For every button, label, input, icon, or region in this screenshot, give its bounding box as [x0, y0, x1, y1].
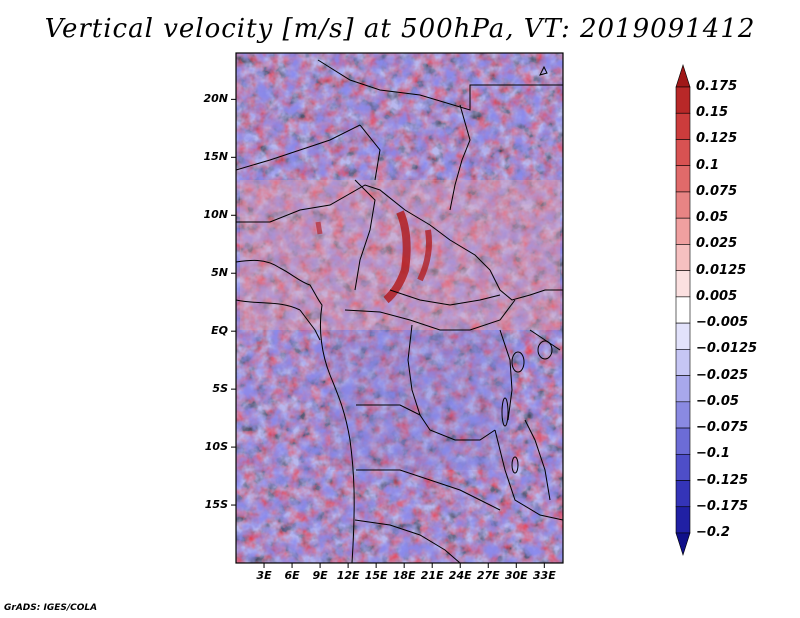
colorbar-label: −0.05 [696, 393, 739, 409]
longitude-label: 12E [336, 569, 360, 582]
colorbar-swatch [675, 86, 691, 114]
longitude-label: 33E [532, 569, 556, 582]
colorbar-label: −0.175 [696, 498, 749, 514]
plot-frame [235, 52, 564, 564]
latitude-label: 15N [203, 150, 228, 164]
colorbar-swatch [675, 270, 691, 298]
colorbar-swatch [675, 165, 691, 193]
longitude-label: 24E [448, 569, 472, 582]
colorbar-label: 0.0125 [696, 262, 747, 278]
longitude-label: 27E [476, 569, 500, 582]
latitude-label: 15S [204, 498, 228, 512]
latitude-label: 10N [203, 208, 228, 222]
longitude-label: 18E [392, 569, 416, 582]
colorbar-swatch [675, 349, 691, 376]
colorbar-swatch [675, 427, 691, 455]
colorbar-label: 0.15 [696, 105, 729, 121]
colorbar-label: −0.075 [696, 420, 749, 436]
colorbar-swatch [675, 322, 691, 350]
colorbar-label: 0.1 [696, 157, 720, 173]
latitude-label: EQ [211, 324, 228, 338]
colorbar-label: 0.075 [696, 183, 738, 199]
latitude-label: 5S [212, 382, 228, 396]
latitude-label: 5N [211, 266, 228, 280]
colorbar-label: −0.025 [696, 367, 749, 383]
axis-ticks [231, 98, 545, 568]
colorbar-label: 0.025 [696, 236, 738, 252]
lakes [501, 65, 553, 474]
colorbar-label: −0.2 [696, 525, 730, 540]
latitude-label: 10S [204, 440, 228, 454]
colorbar-swatch [675, 506, 691, 534]
colorbar-label: −0.125 [696, 472, 749, 488]
country-borders [236, 59, 563, 563]
colorbar-swatch [675, 64, 691, 88]
longitude-label: 6E [284, 569, 300, 582]
colorbar-swatch [675, 191, 691, 219]
longitude-label: 21E [420, 569, 444, 582]
longitude-label: 9E [312, 569, 328, 582]
colorbar-swatch [675, 375, 691, 403]
colorbar-swatch [675, 244, 691, 271]
colorbar-swatch [675, 453, 691, 481]
colorbar-label: −0.1 [696, 446, 730, 462]
colorbar-swatch [675, 480, 691, 508]
longitude-label: 15E [364, 569, 388, 582]
grads-credit: GrADS: IGES/COLA [4, 603, 98, 613]
colorbar-swatch [675, 401, 691, 429]
colorbar-label: 0.005 [696, 288, 738, 304]
colorbar-swatch [675, 217, 691, 245]
colorbar-swatch [675, 532, 691, 556]
colorbar-swatch [675, 139, 691, 167]
colorbar-swatch [675, 296, 691, 324]
longitude-label: 30E [504, 569, 528, 582]
colorbar-swatch [675, 112, 691, 140]
colorbar-label: 0.05 [696, 210, 729, 226]
colorbar-label: −0.0125 [696, 341, 758, 357]
colorbar-label: −0.005 [696, 315, 749, 331]
colorbar-label: 0.125 [696, 131, 738, 147]
latitude-label: 20N [203, 92, 228, 106]
colorbar-label: 0.175 [696, 79, 738, 94]
longitude-label: 3E [256, 569, 272, 582]
map-title: Vertical velocity [m/s] at 500hPa, VT: 2… [44, 14, 756, 44]
